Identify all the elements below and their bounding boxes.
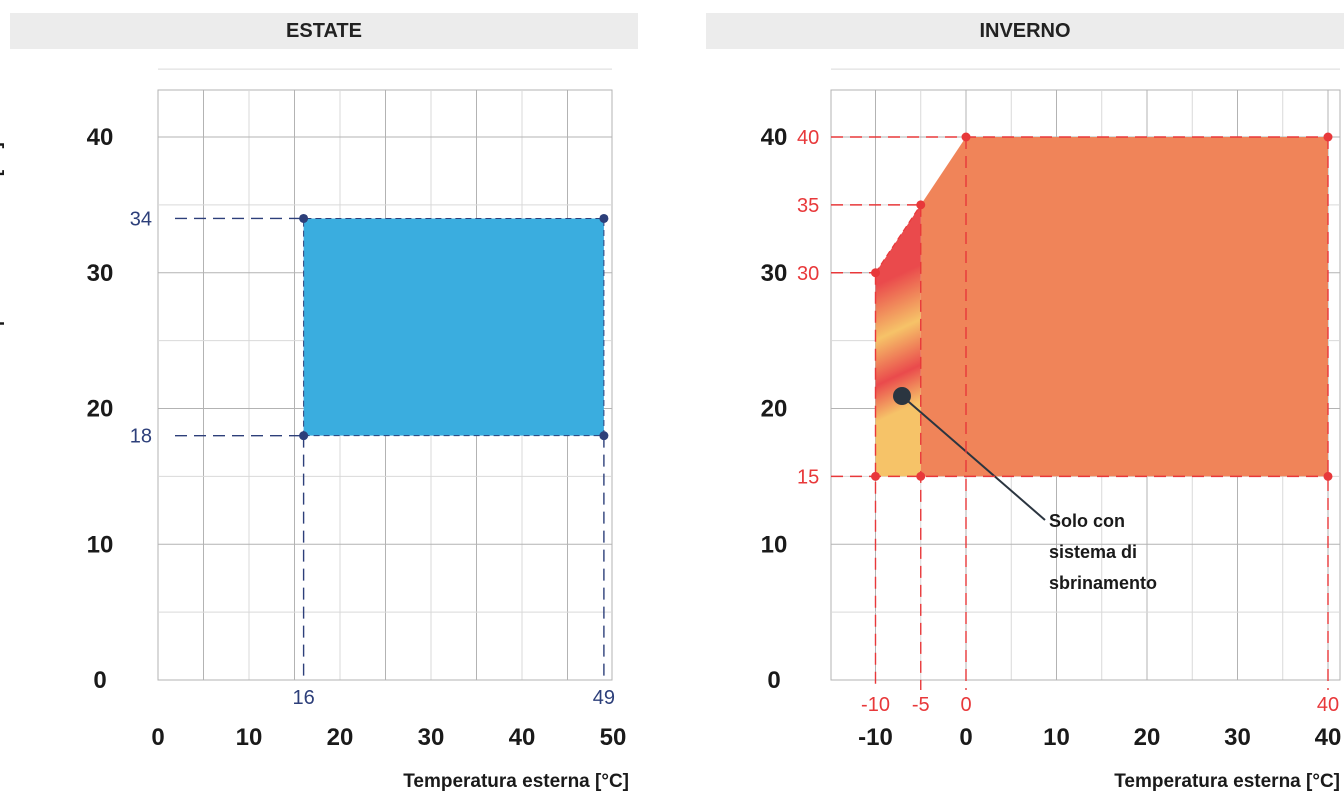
summer-corner-point xyxy=(299,431,309,441)
summer-x-axis-title: Temperatura esterna [°C] xyxy=(403,771,629,792)
note-leader-line xyxy=(901,395,1046,521)
note-marker xyxy=(893,387,911,405)
summer-x-tick: 0 xyxy=(151,724,164,751)
winter-defrost-area xyxy=(875,204,921,477)
dash-layer xyxy=(175,136,1329,690)
winter-y-tick: 10 xyxy=(761,531,788,558)
summer-operating-area xyxy=(303,217,605,437)
summer-x-tick: 30 xyxy=(418,724,445,751)
winter-y-tick: 30 xyxy=(761,260,788,287)
winter-y-tick: 20 xyxy=(761,396,788,423)
defrost-note-line: Solo con xyxy=(1049,511,1125,531)
winter-x-tick: -10 xyxy=(858,724,893,751)
summer-x-tick: 10 xyxy=(236,724,263,751)
winter-corner-point xyxy=(1323,132,1333,142)
summer-x-tick: 50 xyxy=(600,724,627,751)
winter-corner-point xyxy=(871,268,880,278)
winter-x-tick: 30 xyxy=(1224,724,1251,751)
winter-annotation-x: -10 xyxy=(861,694,890,716)
winter-corner-point xyxy=(961,132,971,142)
summer-annotation-x: 16 xyxy=(292,687,314,709)
dots-layer xyxy=(299,132,1333,481)
winter-x-tick: 10 xyxy=(1043,724,1070,751)
summer-y-axis-title: Temperatura interna [°C] xyxy=(0,142,5,364)
summer-x-tick: 20 xyxy=(327,724,354,751)
panel-title-inverno: INVERNO xyxy=(706,13,1344,49)
winter-annotation-y: 30 xyxy=(797,263,819,285)
winter-x-tick: 40 xyxy=(1315,724,1342,751)
winter-corner-point xyxy=(871,471,880,481)
summer-y-axis-subtitle: U.R. interna 50% xyxy=(0,151,5,301)
winter-x-tick: 20 xyxy=(1134,724,1161,751)
summer-annotation-y: 34 xyxy=(130,208,152,230)
winter-y-tick: 0 xyxy=(767,667,780,694)
winter-x-axis-title: Temperatura esterna [°C] xyxy=(1114,771,1340,792)
panel-title-estate: ESTATE xyxy=(10,13,638,49)
defrost-note-line: sbrinamento xyxy=(1049,573,1157,593)
summer-y-tick: 20 xyxy=(87,396,114,423)
winter-corner-point xyxy=(916,471,926,481)
summer-y-tick: 0 xyxy=(93,667,106,694)
summer-corner-point xyxy=(299,213,309,223)
summer-corner-point xyxy=(599,213,609,223)
summer-y-tick: 10 xyxy=(87,531,114,558)
winter-corner-point xyxy=(916,200,926,210)
winter-x-tick: 0 xyxy=(959,724,972,751)
winter-y-tick: 40 xyxy=(761,124,788,151)
winter-operating-area xyxy=(920,137,1328,477)
summer-x-tick: 40 xyxy=(509,724,536,751)
winter-corner-point xyxy=(1323,471,1333,481)
summer-corner-point xyxy=(599,431,609,441)
winter-annotation-x: 0 xyxy=(960,694,971,716)
winter-annotation-x: -5 xyxy=(912,694,930,716)
winter-edge xyxy=(875,204,922,274)
summer-y-tick: 30 xyxy=(87,260,114,287)
fill-layer xyxy=(303,137,1328,521)
defrost-note-line: sistema di xyxy=(1049,542,1137,562)
winter-annotation-y: 15 xyxy=(797,466,819,488)
winter-annotation-y: 35 xyxy=(797,195,819,217)
summer-y-tick: 40 xyxy=(87,124,114,151)
winter-annotation-y: 40 xyxy=(797,127,819,149)
summer-annotation-x: 49 xyxy=(593,687,615,709)
winter-annotation-x: 40 xyxy=(1317,694,1339,716)
summer-annotation-y: 18 xyxy=(130,426,152,448)
